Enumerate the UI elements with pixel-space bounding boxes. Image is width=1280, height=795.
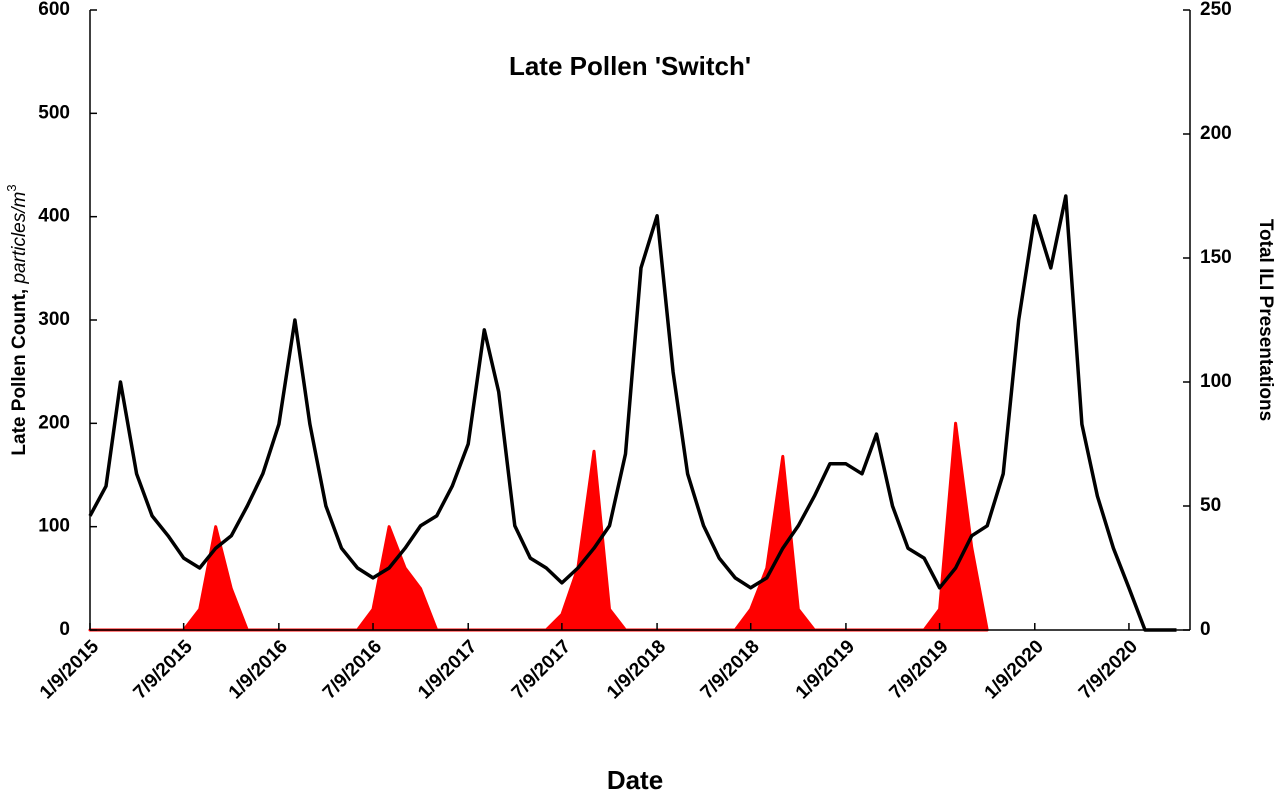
x-tick-label: 7/9/2015 [130,636,197,703]
x-tick-label: 1/9/2020 [981,636,1048,703]
x-tick-label: 1/9/2018 [603,636,670,703]
x-tick-label: 1/9/2019 [792,636,859,703]
x-tick-label: 1/9/2017 [414,636,481,703]
x-tick-label: 7/9/2017 [508,636,575,703]
y-tick-label: 200 [38,412,70,433]
x-axis-title: Date [607,765,663,795]
y-tick-label: 0 [59,619,70,640]
y2-tick-label: 200 [1200,123,1232,144]
y2-tick-label: 150 [1200,247,1232,268]
y2-tick-label: 250 [1200,0,1232,20]
y2-tick-label: 100 [1200,371,1232,392]
x-tick-label: 7/9/2016 [319,636,386,703]
area [88,421,989,632]
x-tick-label: 1/9/2016 [225,636,292,703]
x-tick-label: 1/9/2015 [36,636,103,703]
y-tick-label: 300 [38,309,70,330]
x-tick-label: 7/9/2018 [697,636,764,703]
y2-tick-label: 50 [1200,495,1221,516]
chart-title: Late Pollen 'Switch' [509,51,751,81]
y2-axis-title: Total ILI Presentations [1255,219,1276,421]
y-tick-label: 400 [38,206,70,227]
x-tick-label: 7/9/2020 [1075,636,1142,703]
y-axis-title-unit: particles/m [9,192,30,285]
y-tick-label: 600 [38,0,70,20]
line [88,194,1177,632]
y-axis-title: Late Pollen Count, particles/m3 [4,184,30,455]
x-tick-label: 7/9/2019 [886,636,953,703]
y2-tick-label: 0 [1200,619,1211,640]
y-axis-title-sup: 3 [4,184,19,191]
y-tick-label: 100 [38,516,70,537]
y-tick-label: 500 [38,102,70,123]
y-axis-title-main: Late Pollen Count, [9,284,30,456]
